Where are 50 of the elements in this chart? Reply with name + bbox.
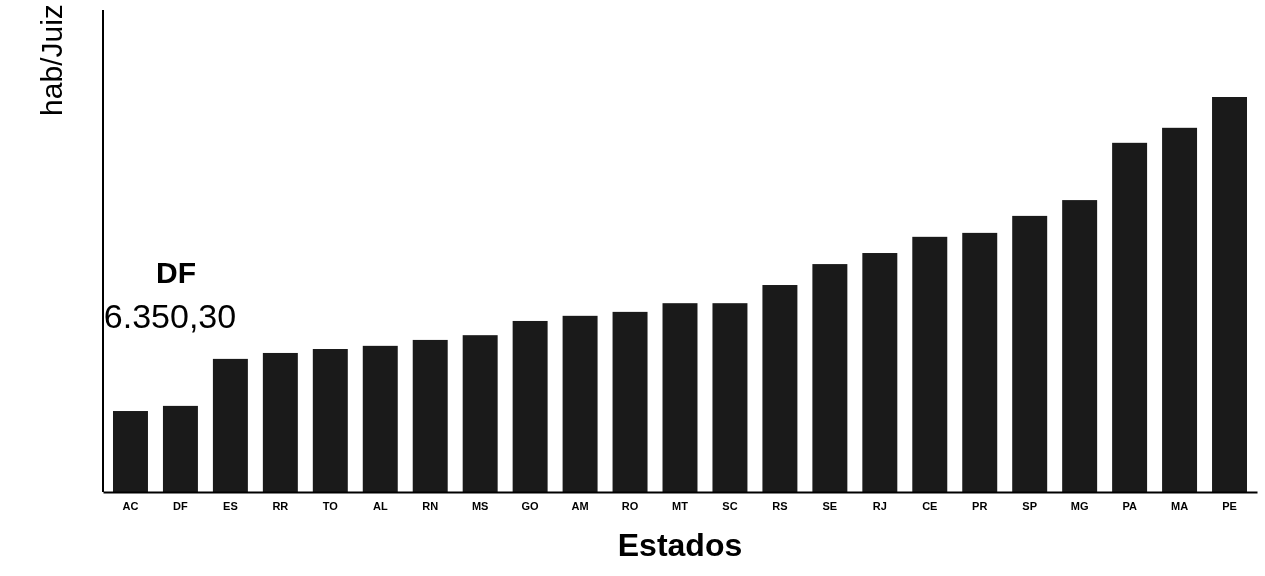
x-tick-label: PE — [1222, 499, 1237, 512]
x-tick-label: AL — [372, 499, 388, 512]
bar — [112, 411, 148, 492]
bar — [862, 253, 898, 492]
annotation: 6.350,30 — [103, 297, 237, 335]
bar — [912, 236, 948, 492]
x-tick-label: RO — [621, 499, 639, 512]
bar — [812, 264, 848, 492]
bar — [762, 285, 798, 492]
x-tick-label: CE — [922, 499, 938, 512]
bar — [262, 352, 298, 492]
bar — [1112, 142, 1148, 492]
bar — [712, 303, 748, 492]
x-tick-label: MA — [1171, 499, 1189, 512]
bar — [562, 315, 598, 492]
x-tick-label: SC — [722, 499, 738, 512]
x-tick-label: AM — [571, 499, 589, 512]
x-tick-label: GO — [521, 499, 540, 512]
bar — [612, 311, 648, 492]
bar — [462, 335, 498, 492]
x-tick-label: RS — [772, 499, 788, 512]
x-tick-label: TO — [322, 499, 339, 512]
x-tick-label: MG — [1070, 499, 1089, 512]
bar — [1212, 97, 1248, 492]
bar — [1012, 215, 1048, 492]
bar — [212, 358, 248, 492]
x-tick-label: PA — [1122, 499, 1137, 512]
x-tick-label: RN — [422, 499, 439, 512]
x-axis-title: Estados — [617, 527, 743, 563]
x-tick-label: ES — [223, 499, 238, 512]
x-tick-label: PR — [972, 499, 988, 512]
bar — [1062, 200, 1098, 492]
bar — [162, 405, 198, 492]
bar — [662, 303, 698, 492]
x-tick-label: AC — [122, 499, 139, 512]
bar — [312, 349, 348, 492]
y-axis-title: hab/Juiz — [35, 4, 68, 116]
bar — [412, 339, 448, 492]
annotation: DF — [156, 256, 196, 289]
x-tick-label: MS — [471, 499, 489, 512]
x-tick-label: RJ — [872, 499, 887, 512]
x-tick-label: SP — [1022, 499, 1038, 512]
bar — [1162, 127, 1198, 492]
x-tick-label: MT — [672, 499, 689, 512]
bar — [512, 320, 548, 492]
x-tick-label: RR — [272, 499, 289, 512]
bar — [362, 345, 398, 492]
bar — [962, 232, 998, 492]
x-tick-label: DF — [173, 499, 189, 512]
x-tick-label: SE — [822, 499, 838, 512]
